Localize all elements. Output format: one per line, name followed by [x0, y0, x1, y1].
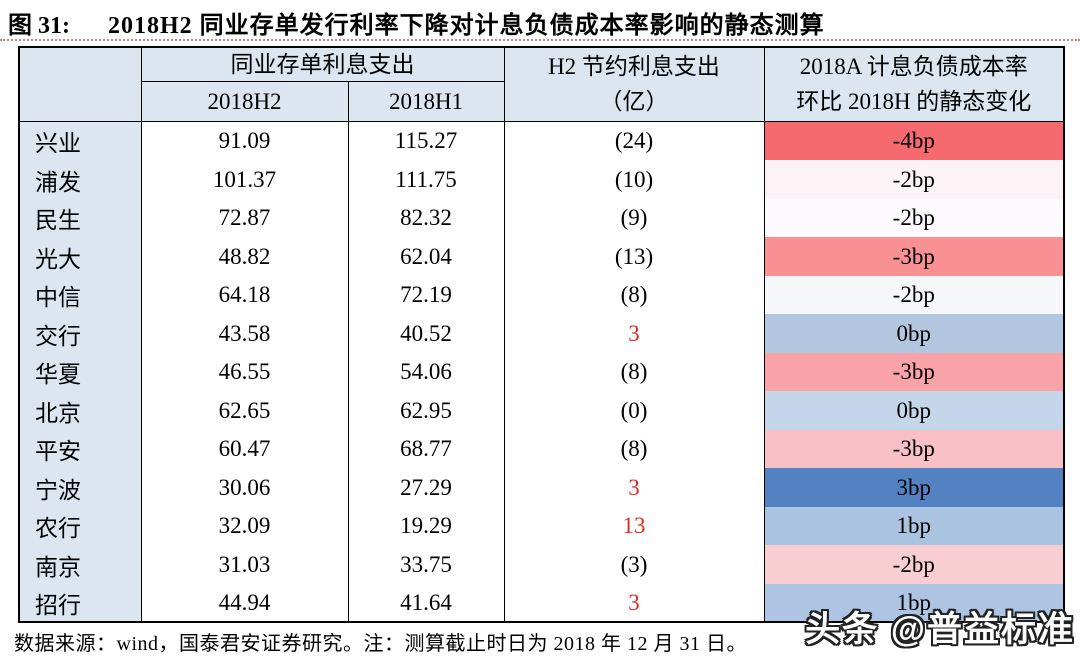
title-divider	[0, 39, 1080, 41]
table-row: 光大 48.82 62.04 (13) -3bp	[18, 237, 1065, 276]
interest-2018h2-cell: 43.58	[140, 314, 349, 353]
interest-2018h1-cell: 54.06	[347, 352, 505, 392]
bank-name-cell: 南京	[18, 545, 142, 584]
bank-name-cell: 民生	[18, 198, 142, 238]
saving-cell: 13	[503, 506, 765, 546]
bank-name-cell: 浦发	[18, 160, 142, 199]
table-row: 农行 32.09 19.29 13 1bp	[18, 506, 1065, 546]
data-table: 同业存单利息支出 H2 节约利息支出 （亿） 2018A 计息负债成本率 环比 …	[18, 46, 1065, 624]
saving-cell: 3	[503, 583, 765, 623]
bank-name-cell: 交行	[18, 314, 142, 353]
bp-change-cell: -2bp	[763, 275, 1065, 315]
bp-change-cell: 0bp	[763, 391, 1065, 430]
interest-2018h1-cell: 33.75	[347, 545, 505, 584]
source-note: 数据来源：wind，国泰君安证券研究。注：测算截止时日为 2018 年 12 月…	[14, 633, 747, 655]
bp-change-cell: 1bp	[763, 583, 1065, 623]
bp-change-cell: -2bp	[763, 160, 1065, 199]
interest-2018h2-cell: 101.37	[140, 160, 349, 199]
table-row: 招行 44.94 41.64 3 1bp	[18, 583, 1065, 623]
bank-name-cell: 光大	[18, 237, 142, 276]
saving-cell: (24)	[503, 121, 765, 161]
interest-2018h2-cell: 48.82	[140, 237, 349, 276]
interest-2018h1-cell: 27.29	[347, 468, 505, 507]
interest-2018h2-cell: 62.65	[140, 391, 349, 430]
table-row: 平安 60.47 68.77 (8) -3bp	[18, 429, 1065, 469]
interest-2018h2-cell: 72.87	[140, 198, 349, 238]
interest-2018h2-cell: 46.55	[140, 352, 349, 392]
figure-title-text: 2018H2 同业存单发行利率下降对计息负债成本率影响的静态测算	[108, 13, 825, 39]
bp-change-cell: -3bp	[763, 352, 1065, 392]
saving-header-line1: H2 节约利息支出	[548, 54, 720, 80]
interest-2018h1-cell: 41.64	[347, 583, 505, 623]
bp-change-cell: -3bp	[763, 429, 1065, 469]
impact-header-line1: 2018A 计息负债成本率	[799, 54, 1028, 80]
interest-2018h1-cell: 111.75	[347, 160, 505, 199]
bank-name-cell: 北京	[18, 391, 142, 430]
interest-2018h1-cell: 40.52	[347, 314, 505, 353]
col-2018h2-header: 2018H2	[140, 81, 349, 123]
table-row: 民生 72.87 82.32 (9) -2bp	[18, 198, 1065, 238]
bank-name-cell: 平安	[18, 429, 142, 469]
saving-cell: (8)	[503, 429, 765, 469]
table-row: 华夏 46.55 54.06 (8) -3bp	[18, 352, 1065, 392]
interest-2018h2-cell: 31.03	[140, 545, 349, 584]
col-2018h1-header: 2018H1	[347, 81, 505, 123]
bp-change-cell: 1bp	[763, 506, 1065, 546]
saving-cell: 3	[503, 314, 765, 353]
bp-change-cell: -3bp	[763, 237, 1065, 276]
table-header: 同业存单利息支出 H2 节约利息支出 （亿） 2018A 计息负债成本率 环比 …	[18, 46, 1065, 123]
interest-2018h1-cell: 72.19	[347, 275, 505, 315]
bank-name-cell: 兴业	[18, 121, 142, 161]
saving-cell: (0)	[503, 391, 765, 430]
interest-2018h2-cell: 60.47	[140, 429, 349, 469]
interest-2018h2-cell: 30.06	[140, 468, 349, 507]
interest-2018h1-cell: 68.77	[347, 429, 505, 469]
bank-name-cell: 宁波	[18, 468, 142, 507]
saving-cell: (10)	[503, 160, 765, 199]
impact-header-line2: 环比 2018H 的静态变化	[796, 88, 1032, 114]
bp-change-cell: -2bp	[763, 198, 1065, 238]
table-row: 中信 64.18 72.19 (8) -2bp	[18, 275, 1065, 315]
figure-title: 图 31: 2018H2 同业存单发行利率下降对计息负债成本率影响的静态测算	[8, 5, 825, 40]
saving-cell: (8)	[503, 352, 765, 392]
table-body: 兴业 91.09 115.27 (24) -4bp 浦发 101.37 111.…	[18, 121, 1065, 623]
saving-header: H2 节约利息支出 （亿）	[503, 46, 765, 123]
bank-name-cell: 招行	[18, 583, 142, 623]
saving-cell: (9)	[503, 198, 765, 238]
interest-2018h2-cell: 64.18	[140, 275, 349, 315]
table-row: 交行 43.58 40.52 3 0bp	[18, 314, 1065, 353]
saving-cell: (3)	[503, 545, 765, 584]
impact-header: 2018A 计息负债成本率 环比 2018H 的静态变化	[763, 46, 1065, 123]
saving-cell: (8)	[503, 275, 765, 315]
bp-change-cell: -4bp	[763, 121, 1065, 161]
corner-cell	[18, 46, 142, 123]
table-row: 浦发 101.37 111.75 (10) -2bp	[18, 160, 1065, 199]
interest-2018h2-cell: 91.09	[140, 121, 349, 161]
bp-change-cell: 0bp	[763, 314, 1065, 353]
interest-2018h2-cell: 32.09	[140, 506, 349, 546]
interest-2018h1-cell: 62.04	[347, 237, 505, 276]
bank-name-cell: 农行	[18, 506, 142, 546]
table-row: 兴业 91.09 115.27 (24) -4bp	[18, 121, 1065, 161]
saving-header-line2: （亿）	[599, 88, 669, 114]
table-row: 北京 62.65 62.95 (0) 0bp	[18, 391, 1065, 430]
saving-cell: 3	[503, 468, 765, 507]
bank-name-cell: 华夏	[18, 352, 142, 392]
interest-2018h1-cell: 82.32	[347, 198, 505, 238]
interest-2018h1-cell: 19.29	[347, 506, 505, 546]
bp-change-cell: -2bp	[763, 545, 1065, 584]
interest-group-header: 同业存单利息支出	[140, 46, 505, 83]
figure-label: 图 31:	[8, 13, 70, 39]
bp-change-cell: 3bp	[763, 468, 1065, 507]
table-row: 南京 31.03 33.75 (3) -2bp	[18, 545, 1065, 584]
table-row: 宁波 30.06 27.29 3 3bp	[18, 468, 1065, 507]
saving-cell: (13)	[503, 237, 765, 276]
bank-name-cell: 中信	[18, 275, 142, 315]
watermark: 头条 @普益标准	[805, 610, 1075, 649]
interest-2018h1-cell: 115.27	[347, 121, 505, 161]
interest-2018h1-cell: 62.95	[347, 391, 505, 430]
interest-2018h2-cell: 44.94	[140, 583, 349, 623]
